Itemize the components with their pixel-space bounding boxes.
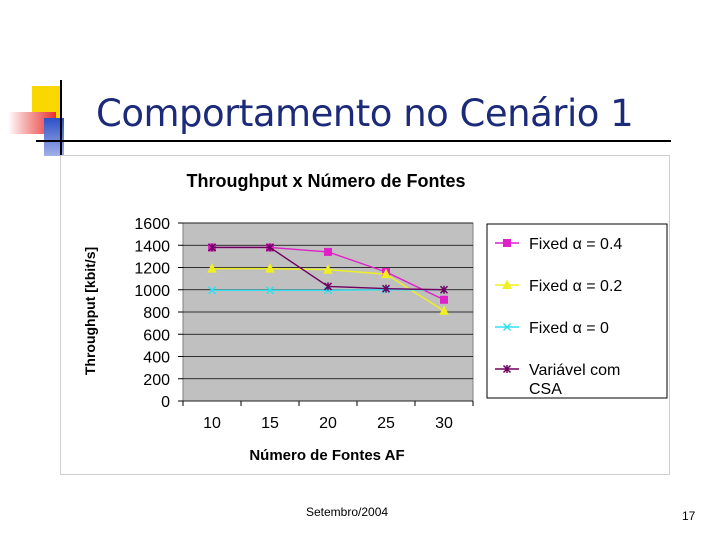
y-axis-label: Throughput [kbit/s] — [82, 247, 98, 375]
data-point — [265, 262, 275, 273]
x-tick-label: 20 — [319, 415, 337, 432]
title-underline — [36, 140, 671, 142]
y-tick-label: 1400 — [134, 238, 170, 255]
legend-swatch-marker — [503, 239, 511, 247]
data-point — [324, 247, 332, 256]
y-tick-label: 800 — [143, 305, 170, 322]
throughput-chart: Throughput x Número de Fontes Número de … — [82, 171, 668, 464]
data-point — [323, 282, 333, 291]
data-point — [265, 243, 275, 252]
footer-date: Setembro/2004 — [306, 505, 389, 519]
y-tick-label: 1600 — [134, 216, 170, 233]
legend-swatch-marker — [502, 322, 512, 332]
page-number: 17 — [682, 509, 696, 523]
y-tick-label: 600 — [143, 327, 170, 344]
data-point — [323, 264, 333, 274]
x-tick-label: 15 — [261, 415, 279, 432]
data-point — [381, 268, 391, 279]
slide-title: Comportamento no Cenário 1 — [96, 92, 634, 135]
chart-frame: Throughput x Número de Fontes Número de … — [60, 155, 670, 475]
y-tick-label: 1200 — [134, 261, 170, 278]
legend-label: Fixed α = 0 — [529, 320, 609, 337]
data-point — [439, 305, 449, 315]
logo-blue-block — [44, 118, 64, 156]
x-axis-label: Número de Fontes AF — [249, 447, 404, 464]
y-tick-label: 200 — [143, 372, 170, 389]
legend-label: Fixed α = 0.2 — [529, 278, 622, 295]
data-point — [440, 295, 448, 304]
legend-swatch-marker — [502, 279, 512, 289]
data-point — [207, 262, 217, 273]
y-tick-label: 1000 — [134, 283, 170, 300]
x-tick-label: 10 — [203, 415, 221, 432]
data-point — [439, 285, 449, 294]
legend-label: Variável com — [529, 362, 620, 379]
data-point — [207, 243, 217, 252]
legend-label: Fixed α = 0.4 — [529, 236, 622, 253]
y-tick-label: 400 — [143, 350, 170, 367]
legend-swatch-marker — [502, 364, 512, 374]
chart-title: Throughput x Número de Fontes — [187, 171, 466, 191]
data-point — [381, 284, 391, 293]
x-tick-label: 25 — [377, 415, 395, 432]
y-tick-label: 0 — [161, 394, 170, 411]
data-point — [265, 286, 275, 295]
logo-vertical-line — [60, 80, 62, 156]
x-tick-label: 30 — [435, 415, 453, 432]
data-point — [207, 286, 217, 295]
legend-label: CSA — [529, 381, 562, 398]
